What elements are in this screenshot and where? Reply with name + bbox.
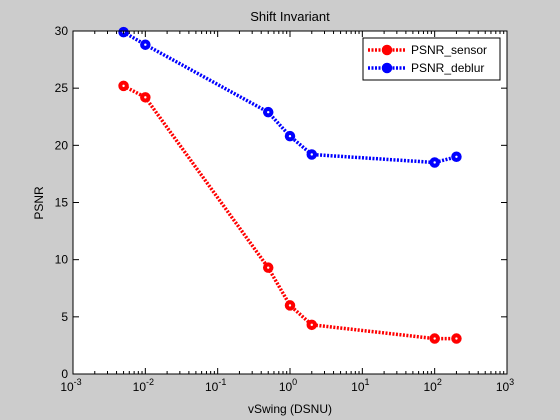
y-tick-label: 30 [55, 24, 69, 38]
y-tick-label: 5 [61, 310, 68, 324]
x-tick-label: 10-2 [133, 377, 154, 394]
data-point-center-psnr-deblur [455, 155, 458, 158]
y-axis-title: PSNR [32, 186, 46, 220]
x-tick-label: 101 [351, 377, 369, 394]
data-point-center-psnr-sensor [455, 337, 458, 340]
x-tick-label-exponent: 1 [365, 377, 370, 387]
x-tick-label-base: 10 [60, 380, 74, 394]
data-point-center-psnr-sensor [122, 84, 125, 88]
x-tick-label: 103 [496, 377, 514, 394]
x-tick-label: 100 [279, 377, 297, 394]
x-tick-label: 10-1 [205, 377, 226, 394]
x-tick-label-exponent: -3 [74, 377, 82, 387]
x-tick-label-exponent: 3 [509, 377, 514, 387]
data-point-center-psnr-sensor [144, 96, 147, 99]
y-tick-label: 10 [55, 253, 69, 267]
legend: PSNR_sensor PSNR_deblur [362, 37, 501, 81]
y-tick-label: 20 [55, 138, 69, 152]
legend-label-sensor: PSNR_sensor [411, 43, 487, 57]
x-tick-label: 102 [423, 377, 441, 394]
series-layer [118, 26, 462, 344]
data-point-center-psnr-sensor [288, 304, 292, 307]
x-tick-label-base: 10 [279, 380, 293, 394]
x-tick-label-exponent: 0 [292, 377, 297, 387]
x-tick-label-exponent: 2 [437, 377, 442, 387]
legend-marker-deblur [381, 62, 393, 74]
data-point-center-psnr-deblur [288, 134, 292, 138]
data-point-center-psnr-sensor [267, 266, 270, 269]
legend-marker-sensor [381, 44, 393, 56]
x-tick-label-base: 10 [423, 380, 437, 394]
y-tick-label: 0 [61, 367, 68, 381]
y-tick-label: 15 [55, 196, 69, 210]
x-tick-label: 10-3 [60, 377, 81, 394]
x-axis-title: vSwing (DSNU) [248, 402, 332, 416]
legend-label-deblur: PSNR_deblur [411, 61, 484, 75]
data-point-center-psnr-deblur [267, 110, 270, 114]
y-axis: 0 5 10 15 20 25 30 [55, 24, 507, 381]
chart-title: Shift Invariant [250, 9, 330, 24]
data-point-center-psnr-sensor [310, 323, 313, 327]
y-tick-label: 25 [55, 81, 69, 95]
x-tick-label-base: 10 [496, 380, 510, 394]
x-tick-label-base: 10 [351, 380, 365, 394]
data-point-center-psnr-deblur [144, 43, 147, 46]
data-point-center-psnr-deblur [433, 161, 436, 164]
x-tick-label-base: 10 [205, 380, 219, 394]
x-tick-label-base: 10 [133, 380, 147, 394]
x-axis: 10-3 10-2 10-1 100 101 102 103 [60, 31, 514, 394]
data-point-center-psnr-deblur [310, 153, 313, 156]
x-tick-label-exponent: -1 [218, 377, 226, 387]
data-point-center-psnr-sensor [433, 337, 436, 340]
plot-area [73, 31, 507, 374]
x-tick-label-exponent: -2 [146, 377, 154, 387]
